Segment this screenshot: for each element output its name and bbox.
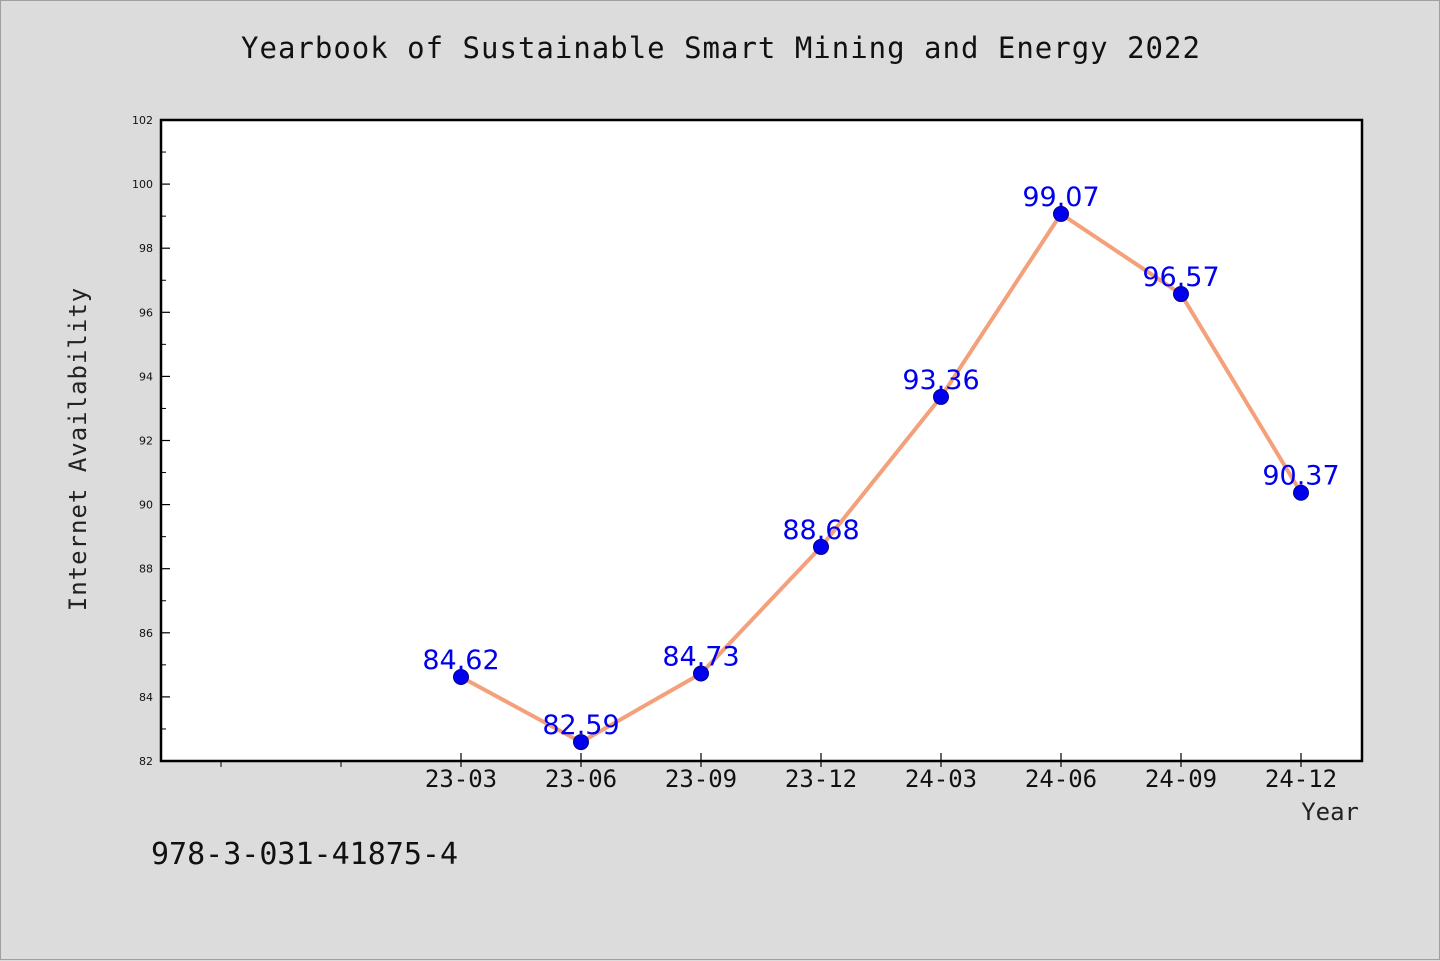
x-tick-label: 23-09 [665, 765, 737, 793]
y-tick-label: 96 [139, 306, 153, 319]
data-label: 84.73 [662, 642, 739, 673]
data-label: 90.37 [1262, 461, 1339, 492]
data-point [933, 388, 949, 405]
data-point [573, 734, 589, 751]
data-label: 96.57 [1142, 262, 1219, 293]
y-tick-label: 86 [139, 627, 153, 640]
data-point [1173, 286, 1189, 303]
y-tick-label: 90 [139, 499, 153, 512]
y-tick-label: 84 [139, 691, 153, 704]
x-tick-label: 24-12 [1265, 765, 1337, 793]
x-tick-label: 24-09 [1145, 765, 1217, 793]
y-tick-label: 88 [139, 563, 153, 576]
data-point [693, 665, 709, 682]
data-point [1293, 484, 1309, 501]
x-tick-label: 24-03 [905, 765, 977, 793]
data-point [1053, 205, 1069, 222]
data-label: 84.62 [422, 645, 499, 676]
series-line [459, 211, 1303, 745]
y-tick-label: 102 [132, 114, 153, 127]
data-label: 82.59 [542, 710, 619, 741]
x-tick-label: 23-12 [785, 765, 857, 793]
y-tick-label: 98 [139, 242, 153, 255]
x-tick-label: 23-03 [425, 765, 497, 793]
data-label: 88.68 [782, 515, 859, 546]
x-tick-label: 24-06 [1025, 765, 1097, 793]
x-tick-label: 23-06 [545, 765, 617, 793]
data-point [453, 669, 469, 686]
y-tick-label: 100 [132, 178, 153, 191]
data-label: 93.36 [902, 365, 979, 396]
chart-title: Yearbook of Sustainable Smart Mining and… [241, 31, 1201, 65]
x-axis-label: Year [1301, 798, 1359, 826]
data-label: 99.07 [1022, 182, 1099, 213]
y-tick-label: 82 [139, 755, 153, 768]
y-tick-label: 92 [139, 435, 153, 448]
plot-frame [159, 118, 1364, 763]
isbn-text: 978-3-031-41875-4 [151, 837, 459, 872]
y-tick-label: 94 [139, 370, 153, 383]
data-point [813, 538, 829, 555]
